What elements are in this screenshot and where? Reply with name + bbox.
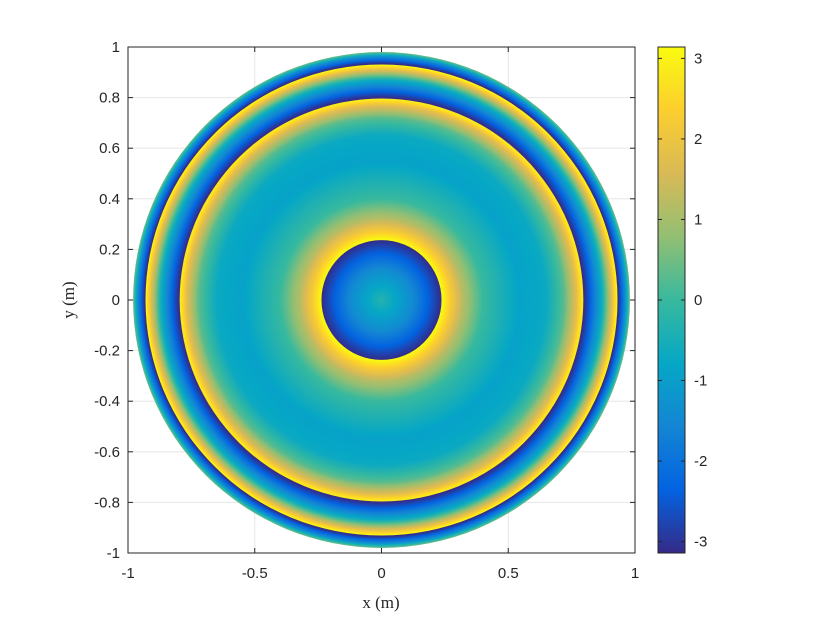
y-tick-label: 1 bbox=[112, 39, 120, 56]
y-tick-label: 0.6 bbox=[99, 140, 120, 157]
y-tick-label: 0.4 bbox=[99, 191, 120, 208]
y-tick-label: 0 bbox=[112, 292, 120, 309]
y-tick-label: -0.6 bbox=[94, 444, 120, 461]
phase-map bbox=[133, 52, 630, 548]
y-tick-label: -0.4 bbox=[94, 393, 120, 410]
x-ticks: -1 -0.5 0 0.5 1 bbox=[121, 47, 639, 582]
colorbar-tick-label: -2 bbox=[694, 453, 707, 470]
colorbar-tick-label: -1 bbox=[694, 373, 707, 390]
colorbar-tick-label: 1 bbox=[694, 211, 702, 228]
y-tick-label: 0.2 bbox=[99, 241, 120, 258]
colorbar-ticks: 3 2 1 0 -1 -2 -3 bbox=[658, 50, 707, 551]
colorbar-tick-label: 0 bbox=[694, 292, 702, 309]
y-tick-label: -0.8 bbox=[94, 494, 120, 511]
y-ticks: 1 0.8 0.6 0.4 0.2 0 -0.2 -0.4 -0.6 -0.8 -1 bbox=[94, 39, 635, 562]
x-tick-label: -0.5 bbox=[242, 565, 268, 582]
y-tick-label: -1 bbox=[107, 545, 120, 562]
phase-ring bbox=[380, 298, 383, 302]
colorbar bbox=[657, 46, 686, 554]
y-tick-label: -0.2 bbox=[94, 343, 120, 360]
colorbar-tick-label: 2 bbox=[694, 131, 702, 148]
colorbar-tick-label: 3 bbox=[694, 50, 702, 67]
x-axis-label: x (m) bbox=[362, 593, 399, 612]
colorbar-tick-label: -3 bbox=[694, 534, 707, 551]
x-tick-label: 0 bbox=[377, 565, 385, 582]
x-tick-label: 0.5 bbox=[498, 565, 519, 582]
x-tick-label: 1 bbox=[631, 565, 639, 582]
y-tick-label: 0.8 bbox=[99, 90, 120, 107]
y-axis-label: y (m) bbox=[59, 281, 78, 318]
x-tick-label: -1 bbox=[121, 565, 134, 582]
